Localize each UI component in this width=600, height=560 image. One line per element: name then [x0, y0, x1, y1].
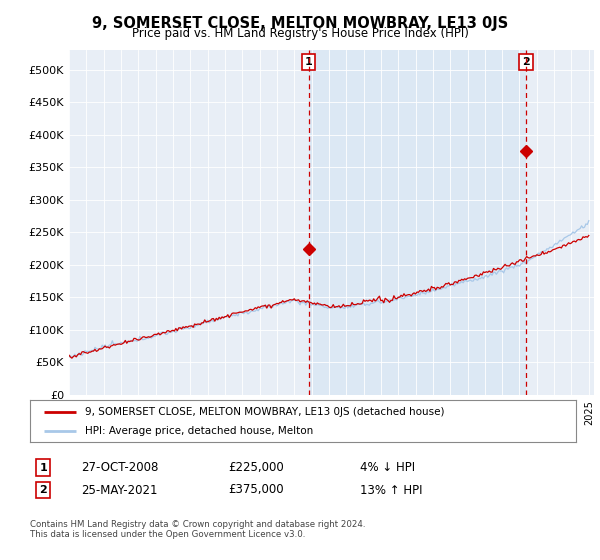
Text: 13% ↑ HPI: 13% ↑ HPI	[360, 483, 422, 497]
Text: 1: 1	[305, 57, 313, 67]
Text: 4% ↓ HPI: 4% ↓ HPI	[360, 461, 415, 474]
Text: £375,000: £375,000	[228, 483, 284, 497]
Text: 9, SOMERSET CLOSE, MELTON MOWBRAY, LE13 0JS (detached house): 9, SOMERSET CLOSE, MELTON MOWBRAY, LE13 …	[85, 407, 444, 417]
Text: HPI: Average price, detached house, Melton: HPI: Average price, detached house, Melt…	[85, 426, 313, 436]
Text: Price paid vs. HM Land Registry's House Price Index (HPI): Price paid vs. HM Land Registry's House …	[131, 27, 469, 40]
Text: 2: 2	[522, 57, 530, 67]
Text: 2: 2	[40, 485, 47, 495]
Text: 1: 1	[40, 463, 47, 473]
Text: Contains HM Land Registry data © Crown copyright and database right 2024.
This d: Contains HM Land Registry data © Crown c…	[30, 520, 365, 539]
Text: 25-MAY-2021: 25-MAY-2021	[81, 483, 157, 497]
Text: 27-OCT-2008: 27-OCT-2008	[81, 461, 158, 474]
Bar	[308, 50, 526, 395]
Text: £225,000: £225,000	[228, 461, 284, 474]
Text: 9, SOMERSET CLOSE, MELTON MOWBRAY, LE13 0JS: 9, SOMERSET CLOSE, MELTON MOWBRAY, LE13 …	[92, 16, 508, 31]
